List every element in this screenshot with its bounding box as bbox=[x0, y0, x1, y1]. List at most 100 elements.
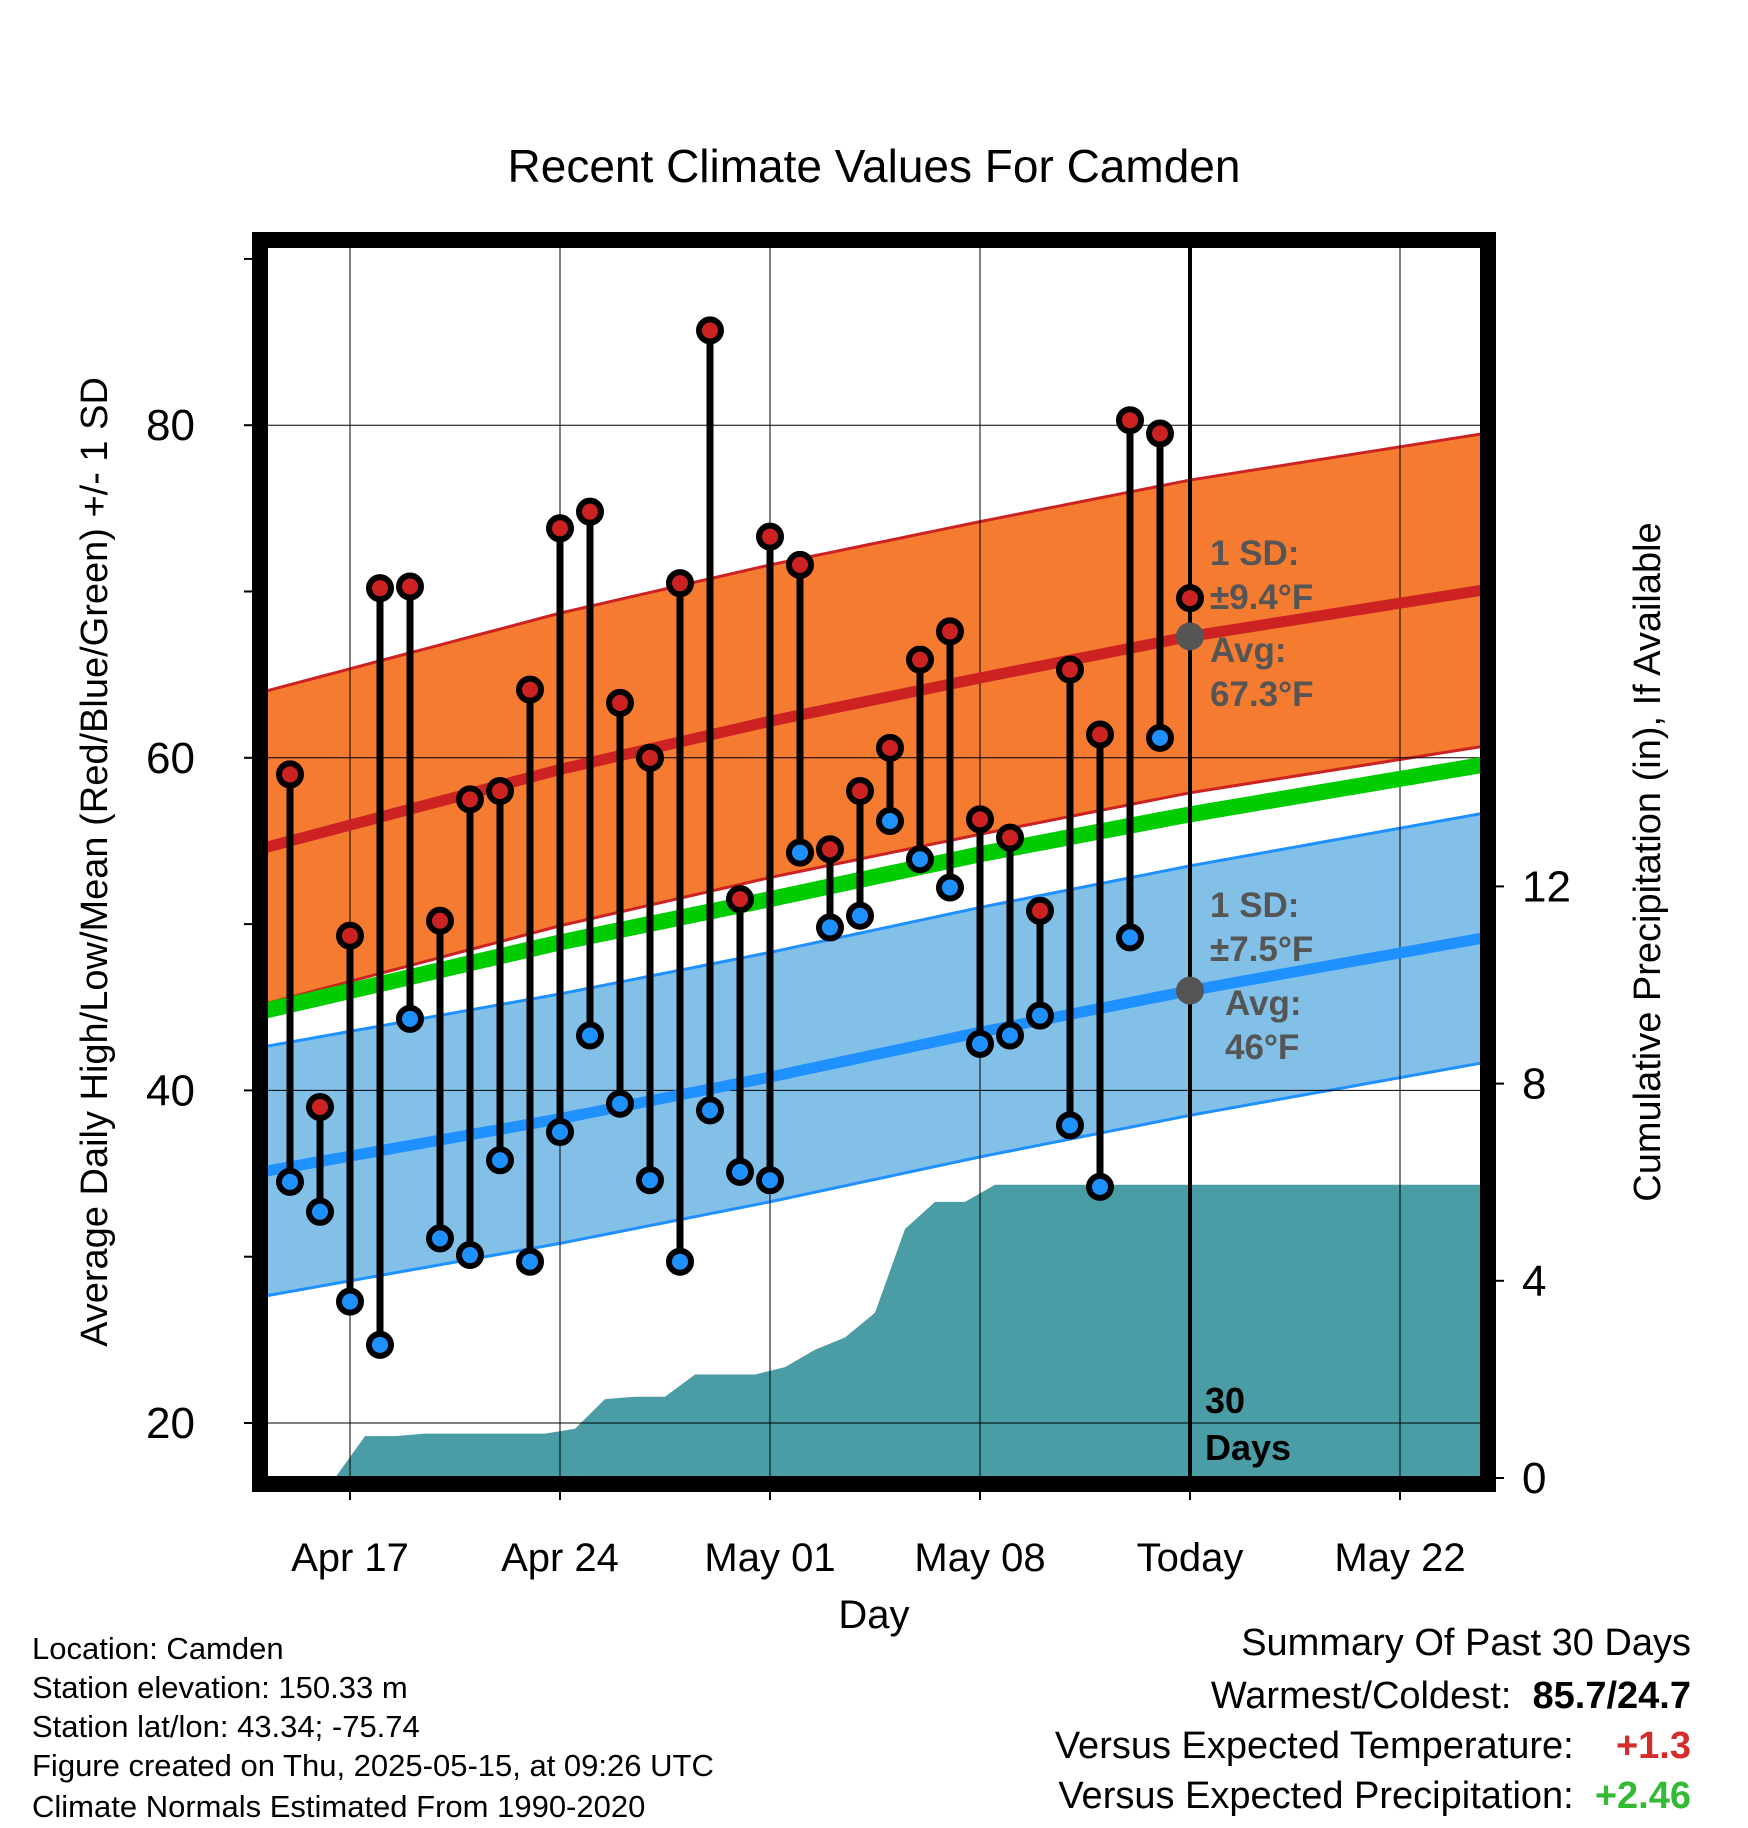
daily-low-point bbox=[1146, 723, 1174, 752]
high-avg-value: 67.3°F bbox=[1210, 675, 1314, 714]
daily-low-point bbox=[366, 1330, 394, 1359]
normal-low-line bbox=[266, 932, 1482, 1177]
daily-low-point bbox=[966, 1029, 994, 1058]
y2-tick-label: 0 bbox=[1522, 1454, 1546, 1503]
daily-low-point bbox=[876, 806, 904, 835]
normals-text: Climate Normals Estimated From 1990-2020 bbox=[32, 1789, 646, 1824]
warm-cold-label: Warmest/Coldest: bbox=[1210, 1675, 1512, 1717]
today-high-avg-marker bbox=[1176, 622, 1204, 651]
precip-value: +2.46 bbox=[1594, 1775, 1691, 1817]
daily-low-point bbox=[696, 1096, 724, 1125]
daily-low-point bbox=[666, 1247, 694, 1276]
daily-low-point bbox=[906, 845, 934, 874]
high-sd-value: ±9.4°F bbox=[1210, 578, 1313, 617]
y2-tick-label: 8 bbox=[1522, 1060, 1546, 1109]
location-text: Location: Camden bbox=[32, 1631, 284, 1666]
daily-high-point bbox=[306, 1093, 334, 1122]
y2-tick-label: 4 bbox=[1522, 1257, 1546, 1306]
days-unit-label: Days bbox=[1205, 1427, 1291, 1468]
y2-tick-label: 12 bbox=[1522, 862, 1571, 911]
daily-high-point bbox=[516, 675, 544, 704]
daily-low-point bbox=[276, 1167, 304, 1196]
high-sd-label: 1 SD: bbox=[1210, 534, 1299, 573]
x-tick-label: May 22 bbox=[1334, 1536, 1465, 1580]
daily-high-point bbox=[576, 497, 604, 526]
normal-high-band bbox=[266, 433, 1482, 1004]
normal-low-band-upper-edge bbox=[266, 811, 1482, 1048]
normal-low-band-lower-edge bbox=[266, 1061, 1482, 1298]
warm-cold-value: 85.7/24.7 bbox=[1532, 1675, 1691, 1717]
elevation-text: Station elevation: 150.33 m bbox=[32, 1670, 408, 1705]
daily-low-point bbox=[1116, 923, 1144, 952]
daily-high-point bbox=[756, 522, 784, 551]
daily-low-point bbox=[756, 1166, 784, 1195]
y2-axis-label: Cumulative Precipitation (in), If Availa… bbox=[1627, 522, 1669, 1201]
daily-high-point bbox=[996, 823, 1024, 852]
daily-high-point bbox=[906, 645, 934, 674]
daily-high-point bbox=[636, 743, 664, 772]
daily-high-point bbox=[696, 316, 724, 345]
daily-high-point bbox=[846, 777, 874, 806]
high-avg-label: Avg: bbox=[1210, 631, 1286, 670]
low-avg-value: 46°F bbox=[1225, 1028, 1299, 1067]
daily-low-point bbox=[606, 1089, 634, 1118]
daily-low-point bbox=[456, 1241, 484, 1270]
daily-high-point bbox=[936, 617, 964, 646]
daily-low-point bbox=[516, 1247, 544, 1276]
daily-low-point bbox=[1086, 1172, 1114, 1201]
plot-frame bbox=[252, 232, 1496, 1492]
normal-high-band-upper-edge bbox=[266, 432, 1482, 693]
normal-high-line bbox=[266, 584, 1482, 854]
x-tick-label: Apr 17 bbox=[291, 1536, 409, 1580]
x-tick-label: Apr 24 bbox=[501, 1536, 619, 1580]
x-tick-label: Today bbox=[1137, 1536, 1244, 1580]
daily-low-point bbox=[786, 838, 814, 867]
daily-high-point bbox=[546, 514, 574, 543]
daily-high-point bbox=[1146, 419, 1174, 448]
summary-warm-cold: Warmest/Coldest: 85.7/24.7 bbox=[1211, 1675, 1691, 1718]
chart-title: Recent Climate Values For Camden bbox=[508, 140, 1241, 192]
x-axis-label: Day bbox=[838, 1593, 909, 1637]
daily-high-point bbox=[426, 906, 454, 935]
daily-low-point bbox=[936, 873, 964, 902]
daily-low-point bbox=[576, 1021, 604, 1050]
daily-high-point bbox=[786, 550, 814, 579]
daily-high-point bbox=[336, 921, 364, 950]
daily-low-point bbox=[426, 1224, 454, 1253]
precip-label: Versus Expected Precipitation: bbox=[1058, 1775, 1574, 1817]
created-text: Figure created on Thu, 2025-05-15, at 09… bbox=[32, 1748, 714, 1783]
daily-high-point bbox=[666, 569, 694, 598]
low-sd-value: ±7.5°F bbox=[1210, 930, 1313, 969]
y-tick-label: 40 bbox=[146, 1066, 195, 1115]
daily-high-point bbox=[1056, 655, 1084, 684]
summary-title: Summary Of Past 30 Days bbox=[1241, 1622, 1691, 1664]
temp-value: +1.3 bbox=[1615, 1725, 1691, 1767]
daily-high-point bbox=[1176, 584, 1204, 613]
y-tick-label: 60 bbox=[146, 734, 195, 783]
low-sd-label: 1 SD: bbox=[1210, 886, 1299, 925]
daily-high-point bbox=[456, 785, 484, 814]
daily-high-point bbox=[876, 733, 904, 762]
summary-precip: Versus Expected Precipitation: +2.46 bbox=[1058, 1775, 1691, 1818]
latlon-text: Station lat/lon: 43.34; -75.74 bbox=[32, 1709, 420, 1744]
daily-low-point bbox=[486, 1146, 514, 1175]
daily-high-point bbox=[366, 574, 394, 603]
daily-high-point bbox=[966, 805, 994, 834]
low-avg-label: Avg: bbox=[1225, 984, 1301, 1023]
days-count-label: 30 bbox=[1205, 1380, 1245, 1421]
daily-high-point bbox=[1086, 720, 1114, 749]
daily-high-point bbox=[276, 760, 304, 789]
y-tick-label: 80 bbox=[146, 401, 195, 450]
daily-high-point bbox=[1116, 406, 1144, 435]
daily-low-point bbox=[546, 1117, 574, 1146]
today-low-avg-marker bbox=[1176, 976, 1204, 1005]
precip-area bbox=[335, 1184, 1482, 1478]
daily-low-point bbox=[726, 1157, 754, 1186]
daily-low-point bbox=[1026, 1001, 1054, 1030]
daily-low-point bbox=[816, 913, 844, 942]
daily-high-point bbox=[726, 885, 754, 914]
daily-high-point bbox=[606, 688, 634, 717]
daily-low-point bbox=[396, 1004, 424, 1033]
temp-label: Versus Expected Temperature: bbox=[1054, 1725, 1574, 1767]
